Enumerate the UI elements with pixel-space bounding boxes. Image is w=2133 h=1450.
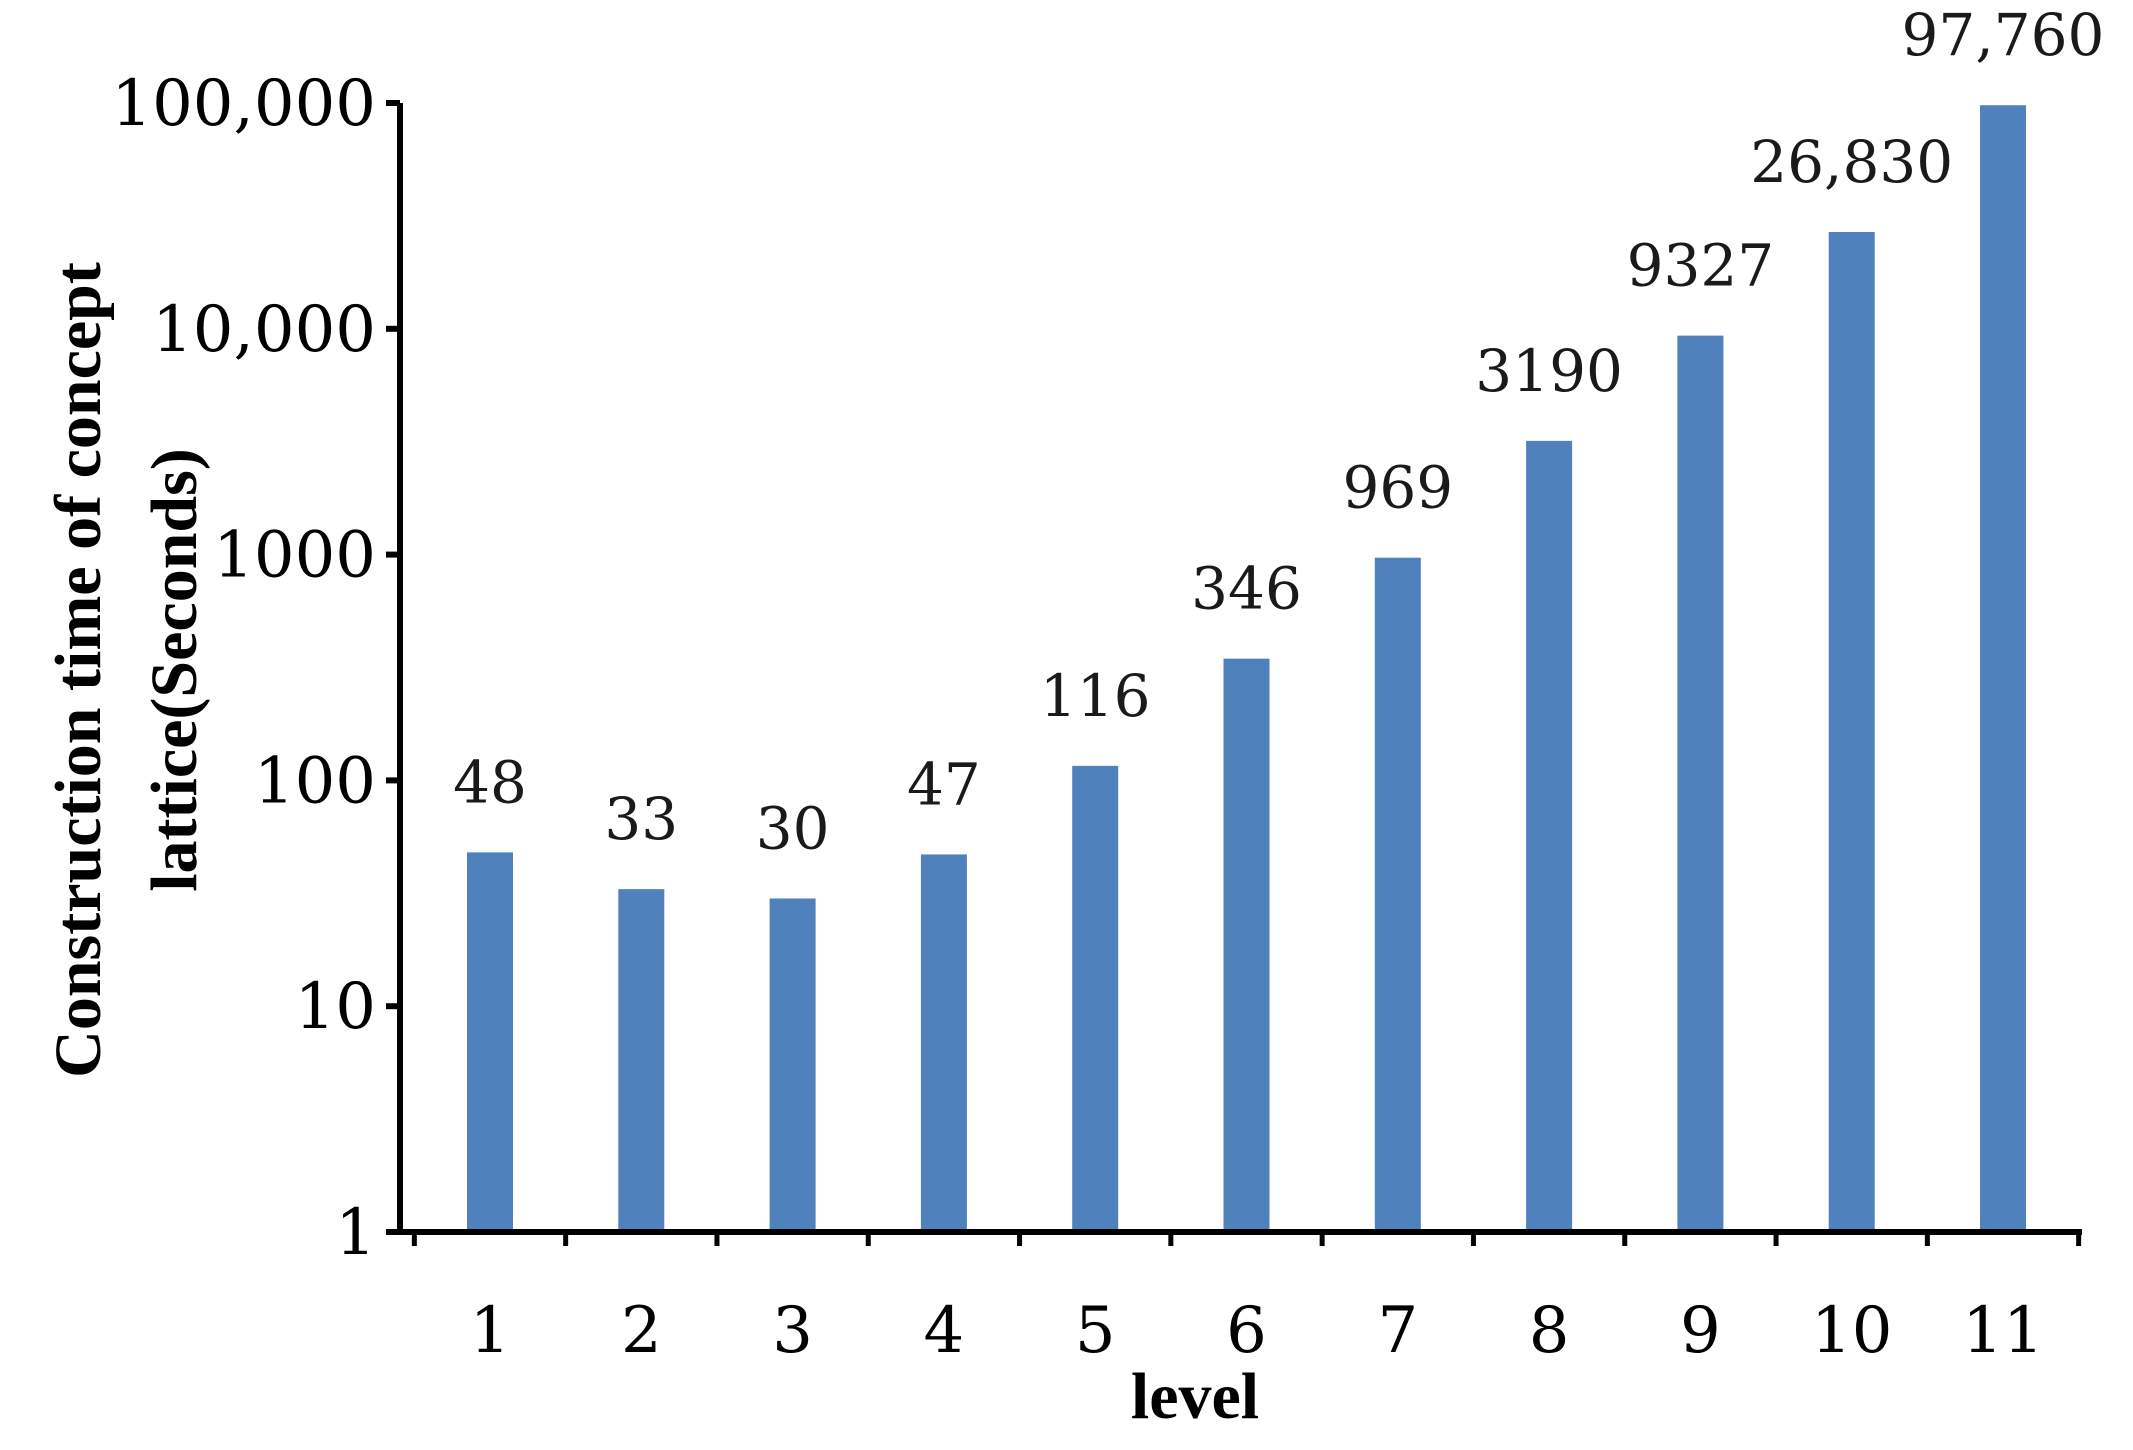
bar-9 — [1677, 335, 1724, 1232]
bar-value-label-8: 3190 — [1475, 337, 1623, 405]
x-axis-title: level — [1131, 1360, 1259, 1433]
bar-10 — [1828, 232, 1875, 1232]
bar-4 — [920, 854, 967, 1232]
x-tick-label-2: 2 — [621, 1294, 662, 1368]
y-tick-label-10,000: 10,000 — [152, 293, 376, 367]
y-axis-title-line-2: lattice(Seconds) — [138, 448, 211, 892]
y-axis-title: Construction time of concept lattice(Sec… — [42, 262, 211, 1078]
axes-group — [388, 103, 2082, 1235]
bar-3 — [769, 898, 816, 1232]
bar-1 — [467, 852, 513, 1232]
x-tick-label-6: 6 — [1226, 1294, 1267, 1368]
x-ticks-group: 1 2 3 4 5 6 7 8 9 10 11 — [411, 1232, 2082, 1368]
bar-5 — [1072, 765, 1119, 1232]
y-tick-label-1000: 1000 — [213, 519, 376, 593]
y-tick-label-100: 100 — [254, 744, 376, 818]
y-axis-title-line-1: Construction time of concept — [42, 262, 115, 1078]
x-tick-label-4: 4 — [924, 1294, 965, 1368]
y-ticks-group: 1 10 100 1000 10,000 100,000 — [111, 67, 400, 1270]
bar-value-label-1: 48 — [453, 748, 527, 816]
x-tick-label-1: 1 — [470, 1294, 511, 1368]
bar-value-label-9: 9327 — [1627, 232, 1775, 300]
bar-11 — [1980, 105, 2026, 1233]
bar-value-label-4: 47 — [907, 750, 981, 818]
bar-value-label-2: 33 — [604, 785, 678, 853]
bar-value-label-6: 346 — [1191, 555, 1302, 623]
x-tick-label-5: 5 — [1075, 1294, 1116, 1368]
x-tick-label-10: 10 — [1811, 1294, 1892, 1368]
bar-value-label-10: 26,830 — [1750, 128, 1953, 196]
bar-7 — [1374, 557, 1421, 1232]
y-tick-label-1: 1 — [335, 1196, 376, 1270]
bar-value-label-5: 116 — [1040, 662, 1151, 730]
bar-value-label-11: 97,760 — [1902, 1, 2105, 69]
y-tick-label-10: 10 — [295, 970, 376, 1044]
x-tick-label-11: 11 — [1962, 1294, 2043, 1368]
x-tick-label-8: 8 — [1529, 1294, 1570, 1368]
bar-2 — [618, 889, 665, 1232]
bars-group — [467, 105, 2026, 1233]
x-tick-label-7: 7 — [1377, 1294, 1418, 1368]
x-tick-label-9: 9 — [1680, 1294, 1721, 1368]
bar-6 — [1223, 658, 1270, 1232]
bar-value-label-7: 969 — [1342, 454, 1453, 522]
y-tick-label-100,000: 100,000 — [111, 67, 376, 141]
bar-8 — [1526, 440, 1573, 1232]
bar-value-label-3: 30 — [756, 794, 830, 862]
x-tick-label-3: 3 — [772, 1294, 813, 1368]
